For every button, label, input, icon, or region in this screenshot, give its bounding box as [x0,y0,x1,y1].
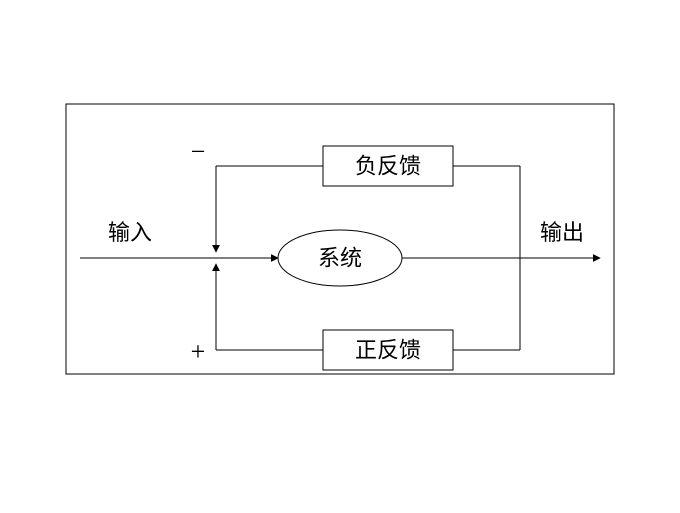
positive-feedback-label: 正反馈 [355,338,421,363]
input-label: 输入 [108,220,152,245]
system-label: 系统 [318,246,362,271]
plus-sign: + [191,337,206,366]
minus-sign: − [191,137,206,166]
negative-feedback-label: 负反馈 [355,154,421,179]
output-label: 输出 [540,220,584,245]
